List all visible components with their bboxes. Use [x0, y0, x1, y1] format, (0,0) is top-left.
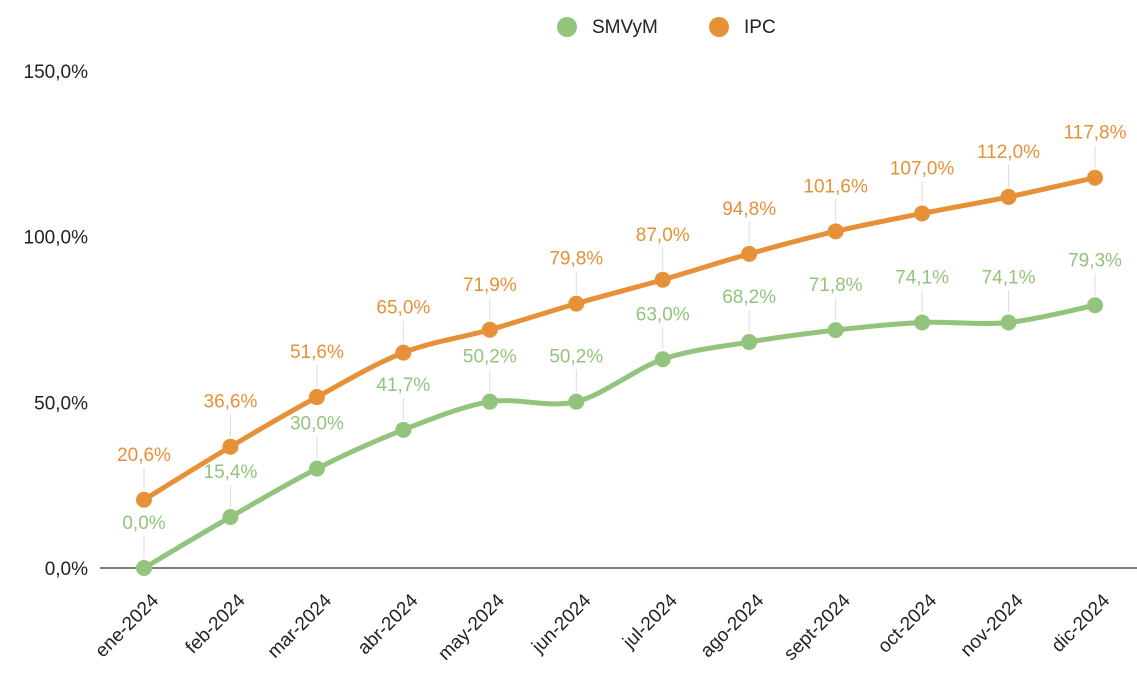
- data-point: [827, 223, 844, 240]
- data-point: [481, 321, 498, 338]
- data-point: [827, 322, 844, 339]
- legend-label: SMVyM: [592, 17, 658, 38]
- data-point: [308, 389, 325, 406]
- data-label: 79,3%: [1068, 250, 1122, 271]
- data-label: 71,9%: [463, 275, 517, 296]
- x-tick-label: feb-2024: [182, 590, 250, 658]
- data-point: [1000, 314, 1017, 331]
- data-point: [568, 393, 585, 410]
- x-tick-label: mar-2024: [264, 590, 337, 663]
- x-tick-label: nov-2024: [957, 590, 1028, 661]
- data-label: 79,8%: [549, 249, 603, 270]
- data-label: 65,0%: [376, 298, 430, 319]
- data-point: [654, 351, 671, 368]
- y-tick-label: 100,0%: [24, 228, 89, 249]
- x-tick-label: ago-2024: [697, 590, 769, 662]
- data-point: [1087, 169, 1103, 186]
- x-tick-label: jun-2024: [528, 590, 596, 658]
- data-point: [222, 438, 239, 455]
- data-point: [222, 508, 239, 525]
- x-tick-label: sept-2024: [780, 590, 855, 665]
- data-point: [741, 245, 758, 262]
- x-tick-label: jul-2024: [618, 590, 682, 654]
- data-point: [1000, 188, 1017, 205]
- series-line: [142, 175, 1096, 502]
- legend-label: IPC: [744, 17, 776, 38]
- data-point: [654, 271, 671, 288]
- legend-swatch: [709, 17, 729, 37]
- data-label: 63,0%: [636, 304, 690, 325]
- y-tick-label: 50,0%: [34, 393, 88, 414]
- data-point: [136, 491, 152, 508]
- series-line: [142, 302, 1096, 571]
- x-tick-label: may-2024: [434, 590, 509, 665]
- data-label: 30,0%: [290, 414, 344, 435]
- data-label: 68,2%: [722, 287, 776, 308]
- data-point: [914, 314, 931, 331]
- data-point: [481, 393, 498, 410]
- data-point: [308, 460, 325, 477]
- data-label: 74,1%: [982, 267, 1036, 288]
- data-label: 41,7%: [376, 375, 430, 396]
- data-point: [568, 295, 585, 312]
- data-label: 50,2%: [463, 347, 517, 368]
- y-tick-label: 150,0%: [24, 62, 89, 83]
- data-point: [136, 560, 152, 576]
- x-tick-label: dic-2024: [1048, 590, 1115, 657]
- data-label: 74,1%: [895, 267, 949, 288]
- data-label: 94,8%: [722, 199, 776, 220]
- data-label: 36,6%: [204, 392, 258, 413]
- data-label: 20,6%: [117, 445, 171, 466]
- y-tick-label: 0,0%: [45, 559, 88, 580]
- data-point: [395, 344, 412, 361]
- data-label: 117,8%: [1063, 123, 1126, 144]
- data-label: 71,8%: [809, 275, 863, 296]
- data-label: 50,2%: [549, 347, 603, 368]
- data-point: [1087, 297, 1103, 314]
- data-label: 87,0%: [636, 225, 690, 246]
- x-tick-label: ene-2024: [91, 590, 163, 662]
- data-point: [914, 205, 931, 222]
- data-point: [741, 334, 758, 351]
- x-tick-label: oct-2024: [874, 590, 941, 657]
- data-label: 51,6%: [290, 342, 344, 363]
- data-point: [395, 421, 412, 438]
- data-label: 15,4%: [204, 462, 258, 483]
- x-tick-label: abr-2024: [354, 590, 423, 659]
- data-label: 112,0%: [977, 142, 1040, 163]
- legend-swatch: [557, 17, 577, 37]
- data-label: 107,0%: [890, 158, 955, 179]
- data-label: 0,0%: [122, 513, 165, 534]
- data-label: 101,6%: [803, 176, 868, 197]
